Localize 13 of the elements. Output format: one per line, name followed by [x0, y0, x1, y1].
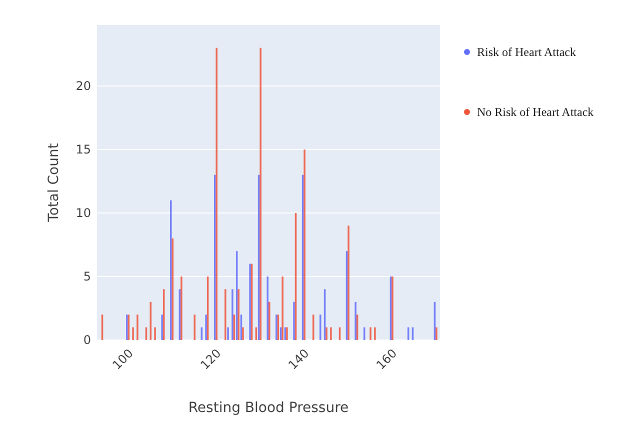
- x-tick-label: 120: [198, 346, 224, 372]
- y-tick-label: 20: [76, 79, 91, 94]
- x-axis-title: Resting Blood Pressure: [188, 400, 349, 416]
- x-tick-label: 140: [286, 346, 312, 372]
- legend-label: Risk of Heart Attack: [477, 45, 576, 60]
- y-tick-label: 15: [76, 142, 91, 157]
- y-axis-title: Total Count: [46, 142, 62, 223]
- x-tick-label: 100: [110, 346, 136, 372]
- y-tick-label: 5: [83, 270, 91, 284]
- x-tick-label: 160: [374, 346, 400, 372]
- y-tick-label: 0: [83, 333, 91, 348]
- legend-label: No Risk of Heart Attack: [477, 105, 594, 120]
- y-tick-label: 10: [76, 206, 91, 220]
